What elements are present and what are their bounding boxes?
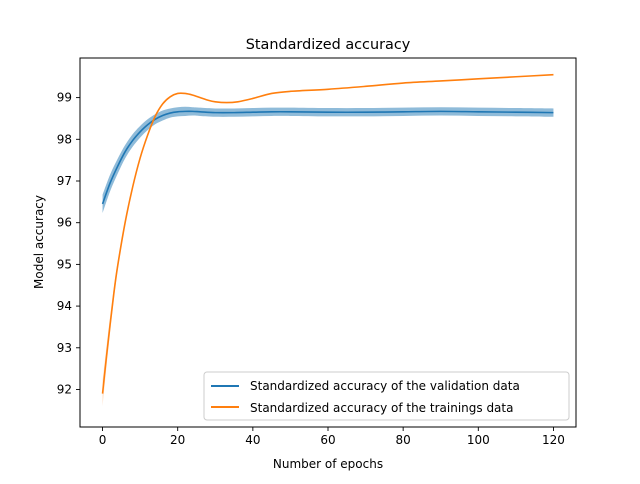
x-tick-label: 0 <box>99 433 107 447</box>
legend-box <box>203 371 570 421</box>
legend: Standardized accuracy of the validation … <box>203 371 570 421</box>
y-tick-label: 92 <box>57 382 72 396</box>
x-tick-label: 80 <box>396 433 411 447</box>
y-tick-label: 96 <box>57 216 72 230</box>
y-tick-label: 99 <box>57 91 72 105</box>
x-tick-label: 100 <box>467 433 490 447</box>
series-lines <box>101 73 554 394</box>
x-tick-label: 120 <box>542 433 565 447</box>
x-tick-label: 40 <box>245 433 260 447</box>
y-axis-ticks: 92 93 94 95 96 97 98 99 <box>57 91 80 396</box>
y-tick-label: 98 <box>57 132 72 146</box>
series-line-validation <box>101 110 554 205</box>
y-tick-label: 93 <box>57 341 72 355</box>
chart-title: Standardized accuracy <box>246 37 411 53</box>
x-tick-label: 60 <box>320 433 335 447</box>
legend-label-trainings: Standardized accuracy of the trainings d… <box>250 401 513 415</box>
y-axis-label: Model accuracy <box>32 195 46 289</box>
y-tick-label: 97 <box>57 174 72 188</box>
x-tick-label: 20 <box>170 433 185 447</box>
y-tick-label: 94 <box>57 299 72 313</box>
y-tick-label: 95 <box>57 257 72 271</box>
x-axis-ticks: 0 20 40 60 80 100 120 <box>99 427 565 447</box>
series-line-trainings <box>101 73 554 394</box>
x-axis-label: Number of epochs <box>273 457 383 471</box>
legend-label-validation: Standardized accuracy of the validation … <box>250 379 520 393</box>
